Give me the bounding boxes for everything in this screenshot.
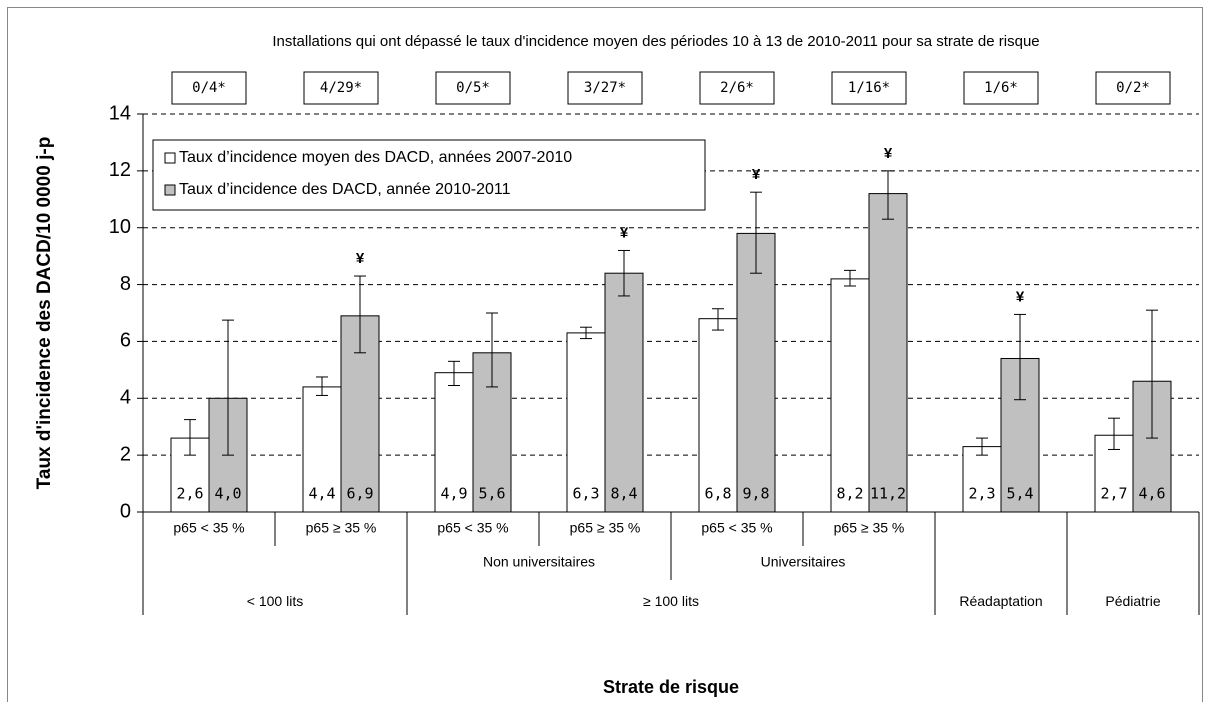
y-tick-label: 8: [120, 273, 131, 295]
value-label: 2,6: [176, 485, 203, 503]
ratio-label: 0/2*: [1116, 80, 1150, 96]
ratio-label: 4/29*: [320, 80, 362, 96]
legend-box: [152, 139, 706, 211]
significance-marker: ¥: [620, 224, 629, 241]
value-label: 4,6: [1138, 485, 1165, 503]
value-label: 2,3: [968, 485, 995, 503]
y-tick-label: 6: [120, 330, 131, 352]
x-tick-label: Pédiatrie: [1105, 593, 1160, 609]
bar: [736, 232, 776, 513]
x-tick-label: Réadaptation: [959, 593, 1042, 609]
bar: [962, 446, 1002, 513]
ratio-box: [831, 71, 907, 105]
x-tick-label: p65 ≥ 35 %: [834, 520, 905, 536]
bar: [604, 272, 644, 513]
value-label: 9,8: [742, 485, 769, 503]
ratio-box: [435, 71, 511, 105]
ratio-label: 2/6*: [720, 80, 754, 96]
ratio-box: [1095, 71, 1171, 105]
value-label: 5,4: [1006, 485, 1033, 503]
legend-label: Taux d’incidence des DACD, année 2010-20…: [179, 181, 511, 198]
x-tick-label: Non universitaires: [483, 554, 595, 570]
ratio-label: 1/6*: [984, 80, 1018, 96]
legend-swatch: [164, 184, 176, 196]
bar: [868, 193, 908, 513]
y-tick-label: 0: [120, 500, 131, 522]
y-tick-label: 12: [109, 159, 131, 181]
value-label: 11,2: [870, 485, 906, 503]
ratio-box: [567, 71, 643, 105]
value-label: 5,6: [478, 485, 505, 503]
ratio-box: [171, 71, 247, 105]
y-tick-label: 4: [120, 387, 131, 409]
ratio-box: [303, 71, 379, 105]
ratio-label: 0/5*: [456, 80, 490, 96]
value-label: 4,4: [308, 485, 335, 503]
value-label: 2,7: [1100, 485, 1127, 503]
ratio-box: [699, 71, 775, 105]
bar: [830, 278, 870, 513]
x-tick-label: p65 < 35 %: [437, 520, 508, 536]
ratio-label: 3/27*: [584, 80, 626, 96]
x-axis-label: Strate de risque: [603, 677, 739, 697]
value-label: 4,9: [440, 485, 467, 503]
x-tick-label: p65 < 35 %: [173, 520, 244, 536]
y-tick-label: 2: [120, 443, 131, 465]
x-tick-label: < 100 lits: [247, 593, 303, 609]
y-axis-label: Taux d'incidence des DACD/10 0000 j-p: [34, 137, 55, 490]
x-tick-label: p65 ≥ 35 %: [570, 520, 641, 536]
value-label: 8,2: [836, 485, 863, 503]
legend-swatch: [164, 152, 176, 164]
bar: [698, 318, 738, 513]
x-tick-label: p65 ≥ 35 %: [306, 520, 377, 536]
bar: [434, 372, 474, 513]
chart-title: Installations qui ont dépassé le taux d'…: [272, 33, 1039, 50]
y-tick-label: 10: [109, 216, 131, 238]
legend-label: Taux d’incidence moyen des DACD, années …: [179, 149, 572, 166]
ratio-box: [963, 71, 1039, 105]
bar: [566, 332, 606, 513]
value-label: 8,4: [610, 485, 637, 503]
x-tick-label: ≥ 100 lits: [643, 593, 699, 609]
significance-marker: ¥: [752, 166, 761, 183]
significance-marker: ¥: [1016, 288, 1025, 305]
y-tick-label: 14: [109, 102, 131, 124]
x-tick-label: p65 < 35 %: [701, 520, 772, 536]
significance-marker: ¥: [356, 250, 365, 267]
value-label: 6,8: [704, 485, 731, 503]
value-label: 4,0: [214, 485, 241, 503]
value-label: 6,9: [346, 485, 373, 503]
ratio-label: 0/4*: [192, 80, 226, 96]
significance-marker: ¥: [884, 145, 893, 162]
x-tick-label: Universitaires: [761, 554, 846, 570]
value-label: 6,3: [572, 485, 599, 503]
ratio-label: 1/16*: [848, 80, 890, 96]
